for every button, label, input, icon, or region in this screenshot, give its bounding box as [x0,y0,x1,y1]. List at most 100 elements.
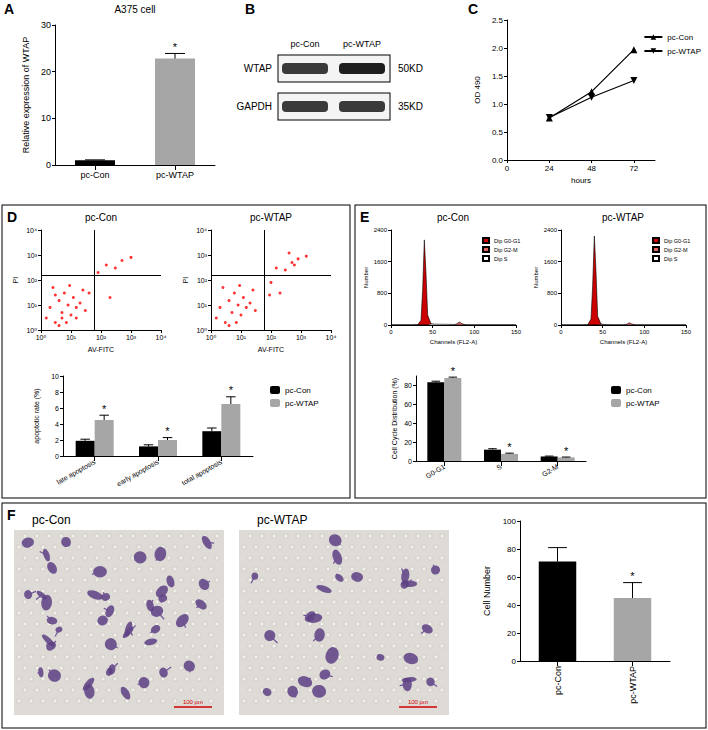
svg-text:pc-Con: pc-Con [553,666,563,695]
svg-text:10²: 10² [197,277,208,284]
svg-text:800: 800 [547,290,558,296]
svg-text:*: * [165,425,170,437]
svg-text:10: 10 [41,113,51,123]
svg-text:2400: 2400 [544,227,558,233]
svg-text:G0-G1: G0-G1 [424,463,446,480]
svg-text:*: * [102,403,107,415]
svg-text:*: * [630,570,635,582]
svg-text:10¹: 10¹ [66,334,77,341]
svg-text:Relative expression of WTAP: Relative expression of WTAP [21,37,31,153]
svg-text:30: 30 [41,20,51,30]
svg-text:GAPDH: GAPDH [236,101,272,112]
svg-text:48: 48 [587,164,596,173]
svg-text:D: D [7,209,17,225]
svg-text:0: 0 [384,322,388,328]
svg-text:6: 6 [55,405,59,412]
svg-text:72: 72 [629,164,638,173]
svg-text:pc-WTAP: pc-WTAP [343,39,381,49]
svg-text:early apoptosis: early apoptosis [116,458,161,489]
svg-text:50: 50 [599,329,606,335]
svg-text:Dip S: Dip S [494,256,508,262]
svg-text:10¹: 10¹ [236,334,247,341]
svg-text:10²: 10² [266,334,277,341]
svg-text:10³: 10³ [197,252,208,259]
svg-text:2.5: 2.5 [492,16,504,25]
svg-text:24: 24 [545,164,554,173]
svg-text:100: 100 [503,517,517,526]
svg-text:Dip S: Dip S [664,256,678,262]
svg-text:1.5: 1.5 [492,72,504,81]
svg-text:40: 40 [507,601,516,610]
svg-text:8: 8 [55,389,59,396]
svg-text:pc-WTAP: pc-WTAP [667,47,701,56]
svg-text:2: 2 [55,437,59,444]
svg-text:80: 80 [507,545,516,554]
svg-text:Cell Cycle Distribution (%): Cell Cycle Distribution (%) [391,378,399,459]
svg-text:10²: 10² [96,334,107,341]
svg-text:Number: Number [533,267,539,288]
svg-text:pc-Con: pc-Con [626,386,652,395]
svg-text:B: B [245,1,255,17]
svg-text:10⁰: 10⁰ [206,334,217,341]
svg-text:10³: 10³ [296,334,307,341]
svg-text:10³: 10³ [27,252,38,259]
svg-text:*: * [229,384,234,396]
svg-text:60: 60 [404,401,412,408]
svg-text:pc-WTAP: pc-WTAP [626,399,660,408]
svg-text:4: 4 [55,421,59,428]
svg-text:Cell Number: Cell Number [482,566,492,616]
svg-text:0: 0 [554,322,558,328]
svg-text:0.0: 0.0 [492,156,504,165]
svg-text:100 μm: 100 μm [408,699,428,705]
svg-text:Dip G0-G1: Dip G0-G1 [494,238,520,244]
svg-text:10⁰: 10⁰ [26,327,37,334]
svg-text:100 μm: 100 μm [183,699,203,705]
svg-text:0.5: 0.5 [492,128,504,137]
svg-text:10²: 10² [27,277,38,284]
svg-text:2.0: 2.0 [492,44,504,53]
svg-text:PI: PI [12,277,19,284]
svg-text:pc-WTAP: pc-WTAP [628,666,638,704]
svg-text:total apoptosis: total apoptosis [181,458,224,488]
svg-text:hours: hours [571,176,591,185]
svg-text:80: 80 [404,382,412,389]
svg-text:150: 150 [511,329,522,335]
svg-text:0: 0 [408,458,412,465]
svg-text:Channels (FL2-A): Channels (FL2-A) [600,339,647,345]
svg-text:AV-FITC: AV-FITC [258,346,284,353]
svg-text:35KD: 35KD [398,101,423,112]
svg-text:60: 60 [507,573,516,582]
svg-text:pc-WTAP: pc-WTAP [156,170,194,180]
svg-text:100: 100 [639,329,650,335]
svg-text:1.0: 1.0 [492,100,504,109]
svg-text:10¹: 10¹ [27,302,38,309]
svg-text:10⁰: 10⁰ [196,327,207,334]
svg-text:100: 100 [469,329,480,335]
svg-text:late apoptosis: late apoptosis [56,458,98,487]
svg-text:AV-FITC: AV-FITC [88,346,114,353]
svg-text:pc-WTAP: pc-WTAP [602,212,644,223]
svg-text:pc-Con: pc-Con [290,39,319,49]
svg-text:*: * [564,445,569,457]
svg-text:150: 150 [681,329,692,335]
svg-text:apoptotic rate (%): apoptotic rate (%) [33,388,41,443]
svg-text:40: 40 [404,420,412,427]
svg-text:50: 50 [429,329,436,335]
svg-text:0: 0 [559,329,563,335]
svg-text:Channels (FL2-A): Channels (FL2-A) [430,339,477,345]
svg-text:Dip G2-M: Dip G2-M [494,247,518,253]
svg-text:20: 20 [41,67,51,77]
svg-text:OD 490: OD 490 [473,76,482,104]
svg-text:pc-Con: pc-Con [85,212,117,223]
svg-text:*: * [451,365,456,377]
svg-text:0: 0 [512,657,517,666]
svg-text:800: 800 [377,290,388,296]
svg-text:pc-WTAP: pc-WTAP [257,513,307,527]
svg-text:10³: 10³ [126,334,137,341]
svg-text:0: 0 [46,160,51,170]
svg-text:0: 0 [505,164,510,173]
svg-text:10⁴: 10⁴ [26,227,37,234]
svg-text:F: F [7,507,16,523]
svg-text:A: A [4,1,14,17]
svg-text:S: S [495,463,503,472]
